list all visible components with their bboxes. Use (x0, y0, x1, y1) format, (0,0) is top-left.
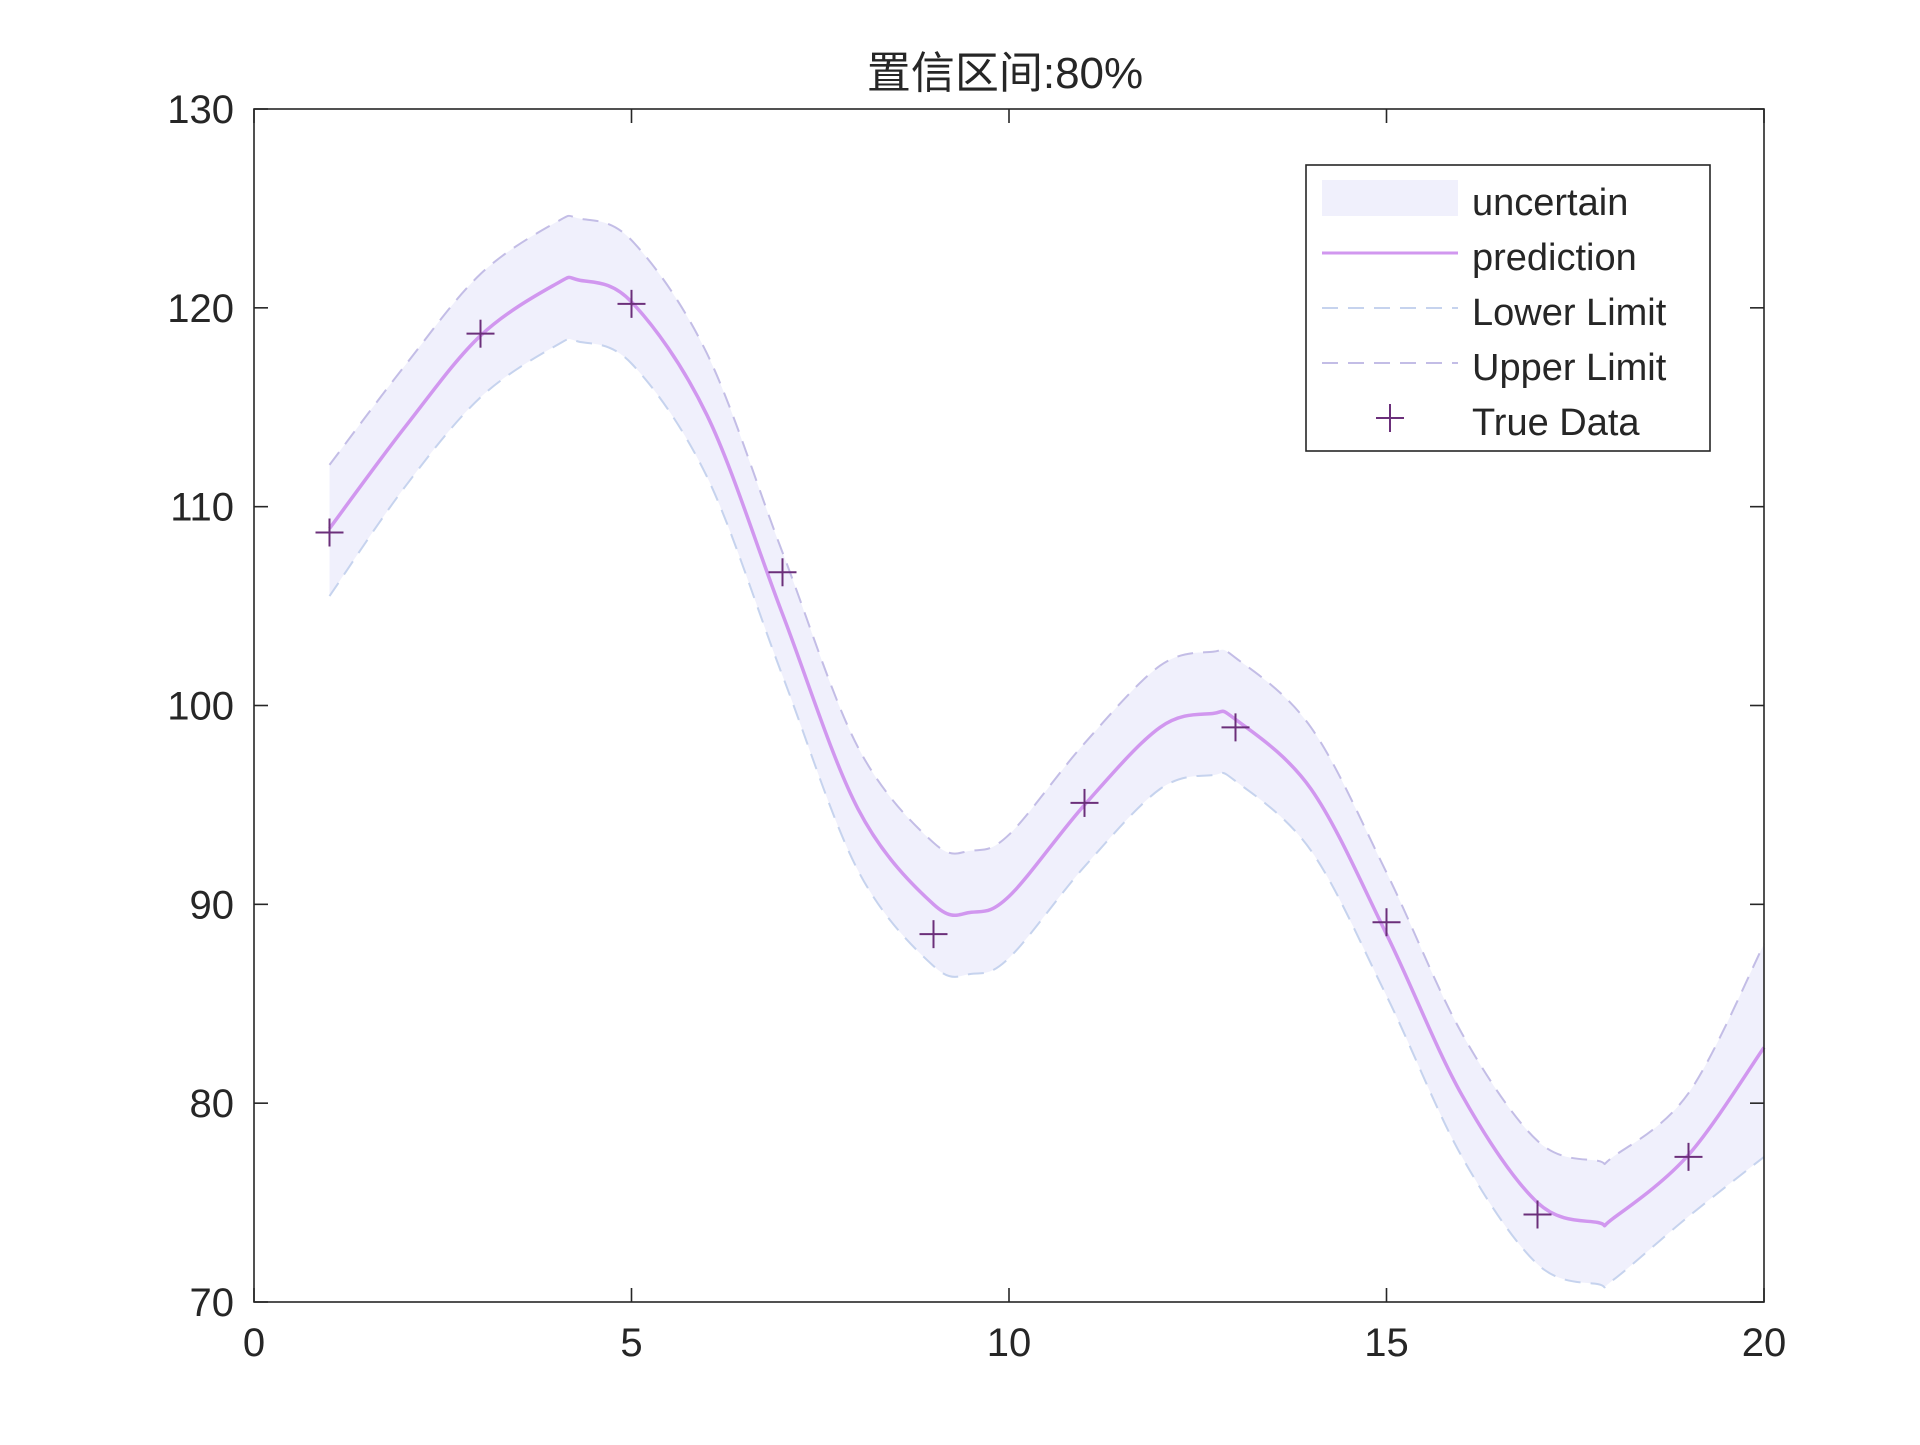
x-tick-label: 5 (620, 1321, 642, 1365)
legend-upper-label: Upper Limit (1472, 347, 1667, 389)
true-data-point (1070, 788, 1099, 817)
true-data-point (1372, 908, 1401, 937)
x-tick-label: 0 (243, 1321, 265, 1365)
legend-data-label: True Data (1472, 402, 1640, 444)
ticks-layer: 0 5 10 15 20 70 80 90 100 110 120 130 (167, 88, 1786, 1365)
true-data-point (919, 920, 948, 949)
y-tick-label: 130 (167, 88, 234, 132)
x-tick-label: 20 (1742, 1321, 1787, 1365)
legend: uncertain prediction Lower Limit Upper L… (1305, 164, 1711, 452)
y-tick-label: 90 (190, 883, 235, 927)
true-data-point (466, 319, 495, 348)
true-data-point (1523, 1200, 1552, 1229)
true-data-point (768, 558, 797, 587)
true-data-point (1221, 713, 1250, 742)
true-data-point (617, 289, 646, 318)
legend-data-marker (1376, 404, 1404, 432)
legend-band-swatch (1322, 180, 1458, 216)
plot-layer (315, 214, 1766, 1289)
true-data-point (1674, 1142, 1703, 1171)
legend-data-plus (1376, 404, 1404, 432)
prediction-line (328, 275, 1766, 1228)
x-tick-label: 15 (1364, 1321, 1409, 1365)
chart-title: 置信区间:80% (867, 49, 1143, 98)
legend-band-label: uncertain (1472, 182, 1628, 224)
y-tick-label: 70 (190, 1281, 235, 1325)
legend-prediction-label: prediction (1472, 237, 1637, 279)
legend-lower-label: Lower Limit (1472, 292, 1667, 334)
true-data-point (315, 518, 344, 547)
uncertainty-band (329, 215, 1764, 1288)
y-tick-label: 120 (167, 287, 234, 331)
y-tick-label: 80 (190, 1082, 235, 1126)
x-tick-label: 10 (987, 1321, 1032, 1365)
lower-limit-line (328, 338, 1765, 1289)
y-tick-label: 100 (167, 685, 234, 729)
y-tick-label: 110 (170, 486, 234, 530)
upper-limit-line (328, 214, 1765, 1166)
